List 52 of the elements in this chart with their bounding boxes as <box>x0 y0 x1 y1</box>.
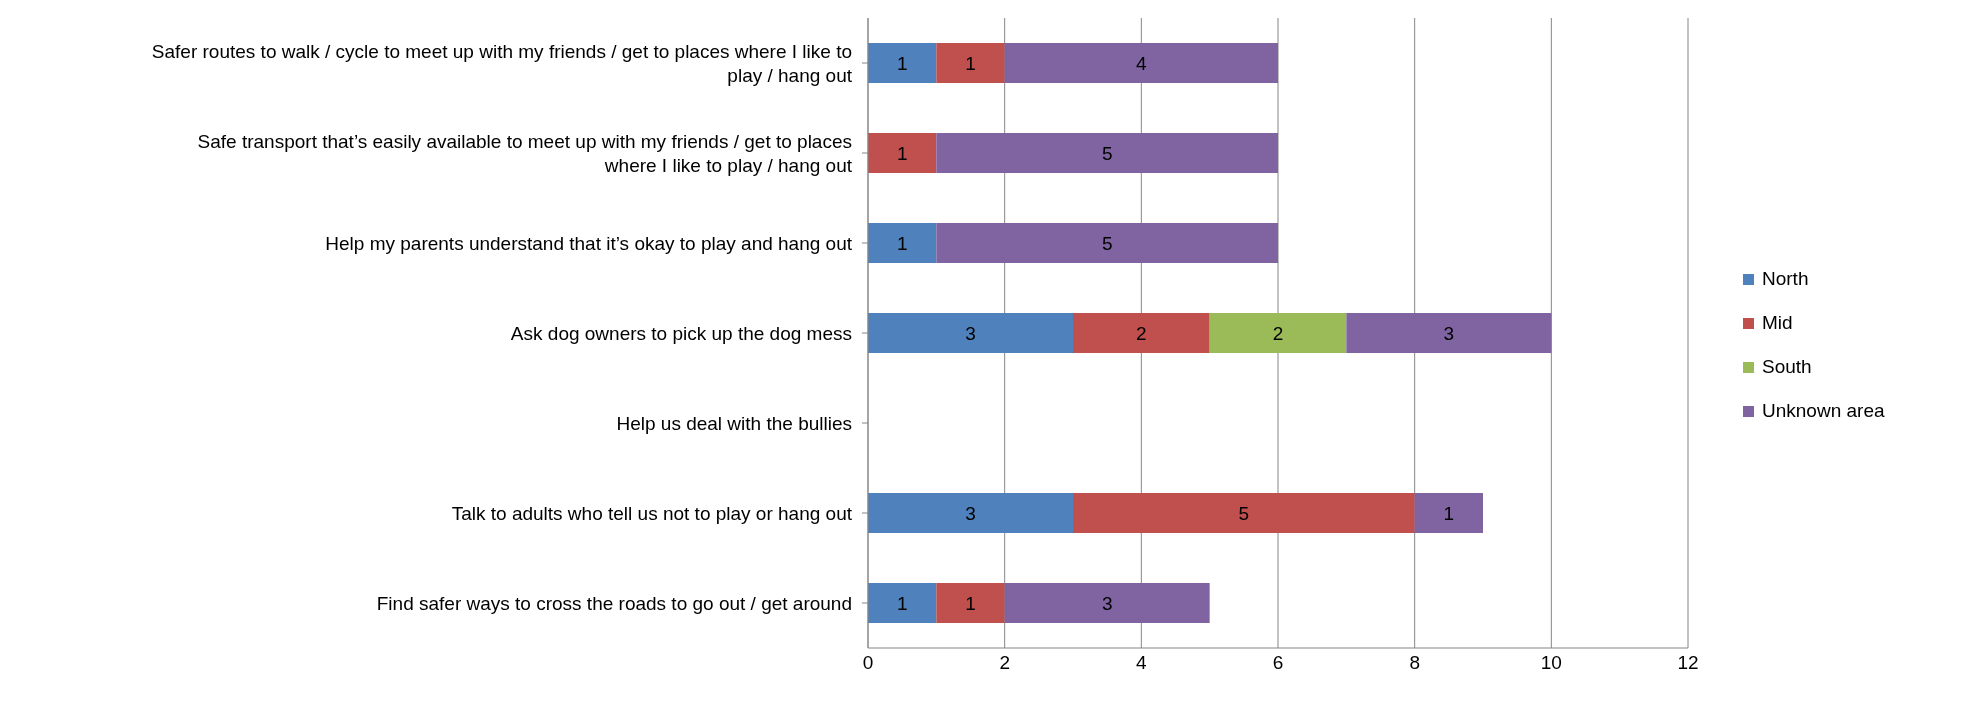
legend-label: Unknown area <box>1762 400 1885 422</box>
data-label: 5 <box>1101 142 1113 164</box>
data-label: 3 <box>965 502 976 524</box>
bar <box>868 583 937 623</box>
data-label: 2 <box>1272 322 1284 344</box>
x-tick-label: 10 <box>1540 652 1562 674</box>
data-label: 1 <box>896 142 908 164</box>
x-tick-label: 2 <box>999 652 1010 674</box>
x-tick-label: 12 <box>1677 652 1699 674</box>
bar <box>868 43 937 83</box>
data-label: 1 <box>896 232 908 254</box>
bar <box>1209 313 1347 353</box>
data-label: 1 <box>965 52 976 74</box>
bar <box>936 43 1005 83</box>
data-label: 1 <box>965 592 976 614</box>
bar <box>868 133 937 173</box>
data-label: 5 <box>1238 502 1250 524</box>
y-tick-label: Find safer ways to cross the roads to go out / get around <box>376 592 852 614</box>
x-tick-label: 6 <box>1272 652 1284 674</box>
x-tick-label: 0 <box>862 652 874 674</box>
data-label: 1 <box>1443 502 1455 524</box>
legend-label: South <box>1762 356 1812 378</box>
legend-label: Mid <box>1762 312 1793 334</box>
bar <box>868 493 1073 533</box>
y-tick-label: Help us deal with the bullies <box>616 412 852 434</box>
bar <box>1346 313 1552 353</box>
y-tick-label: Talk to adults who tell us not to play or hang out <box>451 502 853 524</box>
data-label: 3 <box>1443 322 1455 344</box>
bar <box>1073 493 1415 533</box>
data-label: 2 <box>1136 322 1147 344</box>
data-label: 1 <box>896 592 908 614</box>
y-tick-label: Help my parents understand that it’s okay to play and hang out <box>325 232 853 254</box>
bar <box>936 583 1005 623</box>
bar <box>868 313 1073 353</box>
y-tick-label: Safer routes to walk / cycle to meet up with my friends / get to places where I like to play / hang out <box>151 40 853 86</box>
data-label: 5 <box>1101 232 1113 254</box>
bar <box>936 133 1278 173</box>
bar <box>1004 583 1210 623</box>
bar <box>936 223 1278 263</box>
bar <box>1414 493 1483 533</box>
data-label: 3 <box>1101 592 1113 614</box>
data-label: 1 <box>896 52 908 74</box>
bar <box>1004 43 1278 83</box>
data-label: 3 <box>965 322 976 344</box>
legend-label: North <box>1762 268 1809 290</box>
bar <box>1073 313 1210 353</box>
y-tick-label: Ask dog owners to pick up the dog mess <box>510 322 852 344</box>
x-tick-label: 4 <box>1136 652 1148 674</box>
bar <box>868 223 937 263</box>
x-tick-label: 8 <box>1409 652 1420 674</box>
y-tick-label: Safe transport that’s easily available to meet up with my friends / get to places where I like to play / hang out <box>197 130 853 176</box>
data-label: 4 <box>1136 52 1148 74</box>
